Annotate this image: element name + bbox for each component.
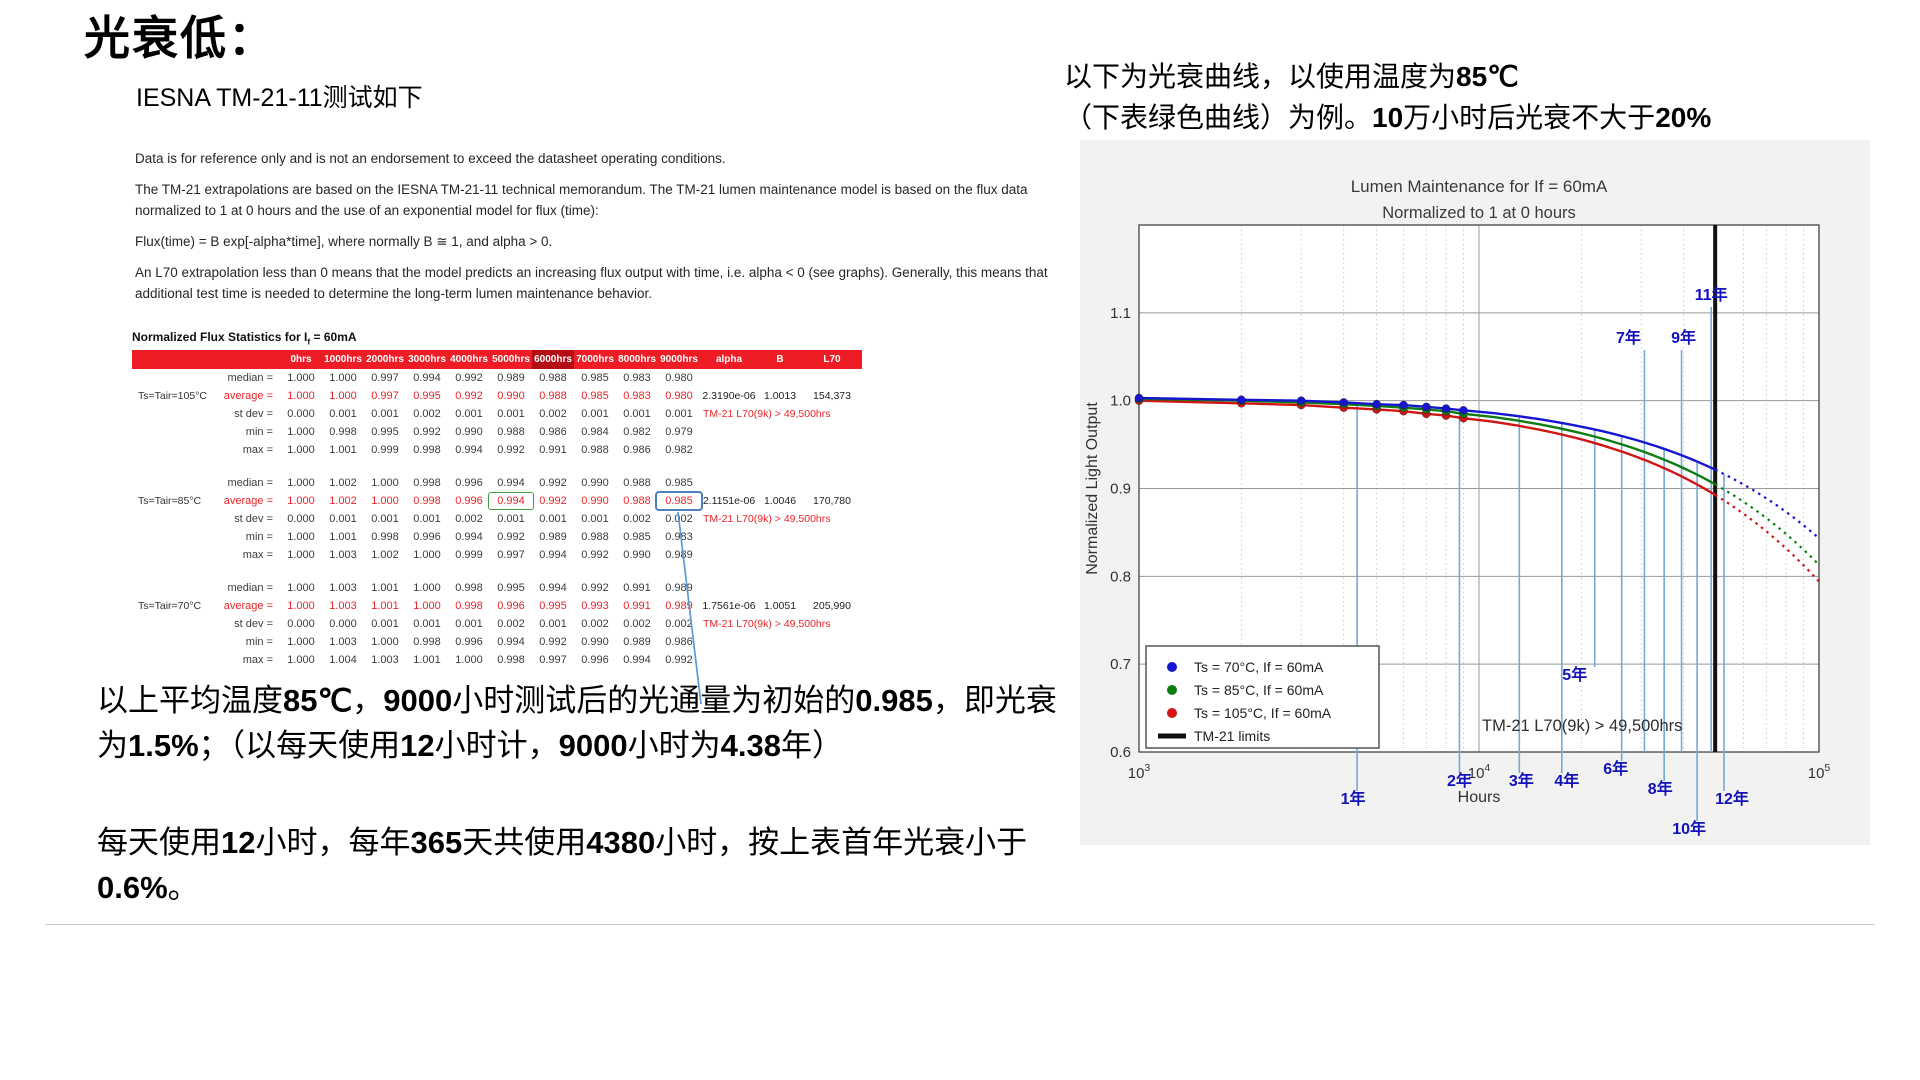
- svg-text:Ts = 105°C, If = 60mA: Ts = 105°C, If = 60mA: [1194, 705, 1332, 721]
- intro-paragraph: Flux(time) = B exp[-alpha*time], where n…: [135, 234, 553, 249]
- lumen-maintenance-chart: Ts = 70°C, If = 60mA Ts = 85°C, If = 60mA…: [1080, 140, 1870, 845]
- svg-text:4年: 4年: [1554, 771, 1579, 790]
- svg-text:TM-21 L70(9k) > 49,500hrs: TM-21 L70(9k) > 49,500hrs: [1482, 717, 1682, 735]
- page-title: 光衰低：: [84, 12, 276, 64]
- svg-text:Ts = 70°C, If = 60mA: Ts = 70°C, If = 60mA: [1194, 659, 1324, 675]
- svg-text:6年: 6年: [1603, 759, 1628, 778]
- intro-paragraph: An L70 extrapolation less than 0 means t…: [135, 265, 1048, 301]
- intro-paragraphs: Data is for reference only and is not an…: [135, 148, 1050, 314]
- note-right: 以下为光衰曲线，以使用温度为85℃ （下表绿色曲线）为例。10万小时后光衰不大于…: [1064, 61, 1712, 133]
- svg-text:0.7: 0.7: [1110, 656, 1131, 673]
- svg-text:Normalized Light Output: Normalized Light Output: [1084, 402, 1101, 575]
- divider: [45, 924, 1875, 925]
- svg-text:0.6: 0.6: [1110, 744, 1131, 761]
- svg-text:1.0: 1.0: [1110, 393, 1131, 410]
- svg-text:5年: 5年: [1562, 665, 1587, 684]
- svg-text:11年: 11年: [1695, 285, 1728, 304]
- svg-text:Lumen Maintenance for If = 60m: Lumen Maintenance for If = 60mA: [1351, 177, 1608, 196]
- chart-svg: Ts = 70°C, If = 60mA Ts = 85°C, If = 60mA…: [1084, 177, 1831, 838]
- svg-text:3年: 3年: [1509, 771, 1534, 790]
- svg-text:9年: 9年: [1671, 328, 1696, 347]
- table-title: Normalized Flux Statistics for If = 60mA: [132, 330, 357, 347]
- svg-text:105: 105: [1808, 762, 1831, 782]
- svg-text:7年: 7年: [1616, 328, 1641, 347]
- intro-paragraph: The TM-21 extrapolations are based on th…: [135, 182, 1028, 218]
- note-bottom-2: 每天使用12小时，每年365天共使用4380小时，按上表首年光衰小于0.6%。: [97, 825, 1028, 905]
- note-bottom-1: 以上平均温度85℃，9000小时测试后的光通量为初始的0.985，即光衰为1.5…: [97, 683, 1057, 763]
- svg-text:Hours: Hours: [1458, 789, 1501, 806]
- svg-text:12年: 12年: [1715, 789, 1749, 808]
- flux-stats-table: 0hrs 1000hrs 2000hrs 3000hrs 4000hrs 5000hrs 6…: [132, 350, 862, 669]
- svg-text:103: 103: [1128, 762, 1151, 782]
- svg-text:10年: 10年: [1672, 819, 1706, 838]
- svg-text:2年: 2年: [1447, 771, 1472, 790]
- svg-text:0.8: 0.8: [1110, 568, 1131, 585]
- svg-text:8年: 8年: [1648, 779, 1673, 798]
- svg-text:Normalized to 1 at 0 hours: Normalized to 1 at 0 hours: [1382, 204, 1576, 222]
- intro-paragraph: Data is for reference only and is not an…: [135, 151, 726, 166]
- subtitle: IESNA TM-21-11测试如下: [136, 84, 423, 112]
- svg-text:1.1: 1.1: [1110, 305, 1131, 322]
- svg-text:0.9: 0.9: [1110, 481, 1131, 498]
- svg-text:Ts = 85°C, If = 60mA: Ts = 85°C, If = 60mA: [1194, 682, 1324, 698]
- svg-text:1年: 1年: [1341, 789, 1366, 808]
- svg-text:TM-21 limits: TM-21 limits: [1194, 728, 1270, 744]
